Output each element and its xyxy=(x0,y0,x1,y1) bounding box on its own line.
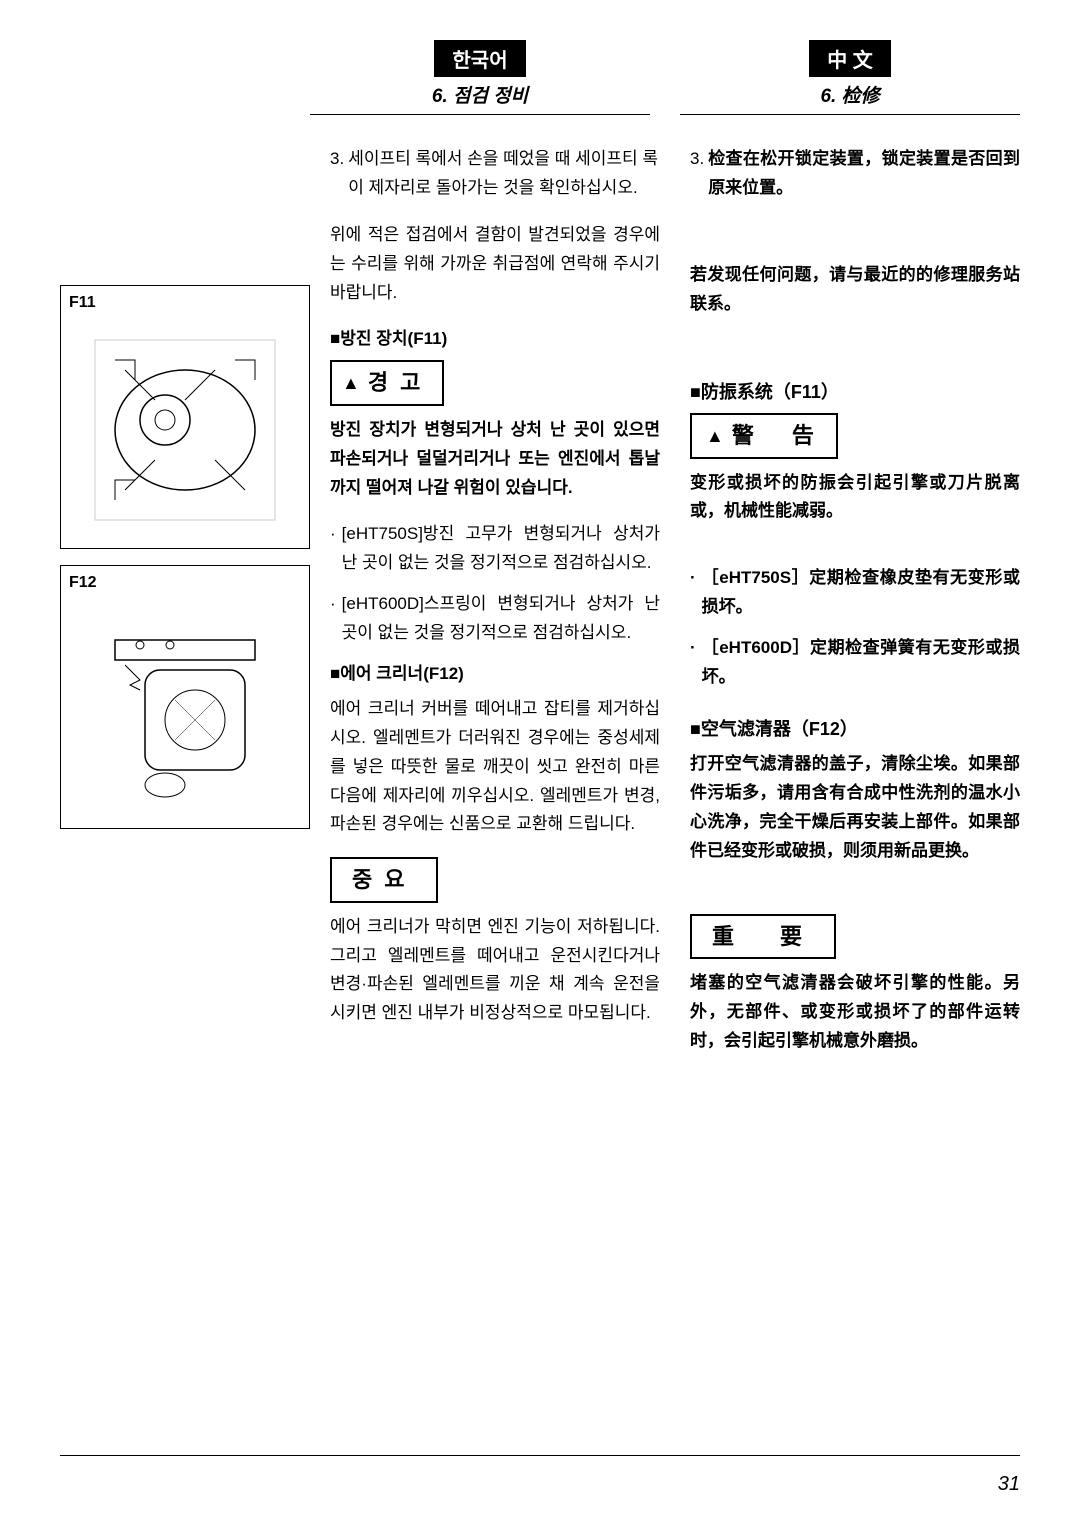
section-title-chinese: 6. 检修 xyxy=(680,81,1020,108)
ko-bullet-2: · [eHT600D]스프링이 변형되거나 상처가 난 곳이 없는 것을 정기적… xyxy=(330,590,660,648)
cn-safety-lock-para: 3. 检查在松开锁定装置，锁定装置是否回到原来位置。 xyxy=(690,145,1020,203)
ko-warning-para: 방진 장치가 변형되거나 상처 난 곳이 있으면 파손되거나 덜덜거리거나 또는… xyxy=(330,416,660,503)
figure-f11-label: F11 xyxy=(69,294,301,312)
text-columns: 3. 세이프티 록에서 손을 떼었을 때 세이프티 록이 제자리로 돌아가는 것… xyxy=(330,145,1020,1074)
warning-triangle-icon: ▲ xyxy=(706,421,724,452)
cn-bullet-1: · ［eHT750S］定期检查橡皮垫有无变形或损坏。 xyxy=(690,564,1020,622)
ko-important-para: 에어 크리너가 막히면 엔진 기능이 저하됩니다. 그리고 엘레멘트를 떼어내고… xyxy=(330,913,660,1029)
ko-antivib-heading: ■방진 장치(F11) xyxy=(330,325,660,354)
ko-contact-para: 위에 적은 접검에서 결함이 발견되었을 경우에는 수리를 위해 가까운 취급점… xyxy=(330,221,660,308)
ko-bullet-1: · [eHT750S]방진 고무가 변형되거나 상처가 난 곳이 없는 것을 정… xyxy=(330,520,660,578)
warning-triangle-icon: ▲ xyxy=(342,368,360,399)
main-content: F11 F12 xyxy=(60,145,1020,1074)
chinese-column: 3. 检查在松开锁定装置，锁定装置是否回到原来位置。 若发现任何问题，请与最近的… xyxy=(690,145,1020,1074)
cn-warning-label: 警 告 xyxy=(732,417,822,454)
cn-bullet2-text: ［eHT600D］定期检查弹簧有无变形或损坏。 xyxy=(702,634,1020,692)
ko-safety-lock-para: 3. 세이프티 록에서 손을 떼었을 때 세이프티 록이 제자리로 돌아가는 것… xyxy=(330,145,660,203)
cn-important-label: 重 要 xyxy=(712,924,814,949)
lang-label-chinese: 中 文 xyxy=(809,40,891,77)
figure-f12-image xyxy=(69,600,301,820)
figure-f12-label: F12 xyxy=(69,574,301,592)
ko-important-label: 중요 xyxy=(352,867,416,892)
cn-aircleaner-heading: ■空气滤清器（F12） xyxy=(690,714,1020,745)
ko-bullet2-text: [eHT600D]스프링이 변형되거나 상처가 난 곳이 없는 것을 정기적으로… xyxy=(342,590,660,648)
cn-bullet-2: · ［eHT600D］定期检查弹簧有无变形或损坏。 xyxy=(690,634,1020,692)
ko-bullet1-text: [eHT750S]방진 고무가 변형되거나 상처가 난 곳이 없는 것을 정기적… xyxy=(342,520,660,578)
bullet-marker: · xyxy=(690,634,696,692)
ko-aircleaner-heading: ■에어 크리너(F12) xyxy=(330,660,660,689)
figure-f11-image xyxy=(69,320,301,540)
section-title-korean: 6. 점검 정비 xyxy=(310,81,650,108)
cn-aircleaner-para: 打开空气滤清器的盖子，清除尘埃。如果部件污垢多，请用含有合成中性洗剂的温水小心洗… xyxy=(690,750,1020,866)
lang-label-korean: 한국어 xyxy=(434,40,525,77)
cn-contact-para: 若发现任何问题，请与最近的的修理服务站联系。 xyxy=(690,261,1020,319)
cn-warning-box: ▲ 警 告 xyxy=(690,413,838,458)
header-chinese: 中 文 6. 检修 xyxy=(680,40,1020,115)
korean-column: 3. 세이프티 록에서 손을 떼었을 때 세이프티 록이 제자리로 돌아가는 것… xyxy=(330,145,660,1074)
cn-num-3: 3. xyxy=(690,145,704,203)
cn-warning-para: 变形或损坏的防振会引起引擎或刀片脱离或，机械性能减弱。 xyxy=(690,469,1020,527)
figure-f12: F12 xyxy=(60,565,310,829)
cn-antivib-heading: ■防振系统（F11） xyxy=(690,377,1020,408)
ko-para1-text: 세이프티 록에서 손을 떼었을 때 세이프티 록이 제자리로 돌아가는 것을 확… xyxy=(348,145,660,203)
cn-important-para: 堵塞的空气滤清器会破坏引擎的性能。另外，无部件、或变形或损坏了的部件运转时，会引… xyxy=(690,969,1020,1056)
cn-important-box: 重 要 xyxy=(690,914,836,959)
figures-column: F11 F12 xyxy=(60,145,310,1074)
ko-warning-label: 경고 xyxy=(368,364,432,401)
bullet-marker: · xyxy=(330,520,336,578)
cn-para1-text: 检查在松开锁定装置，锁定装置是否回到原来位置。 xyxy=(708,145,1020,203)
ko-aircleaner-para: 에어 크리너 커버를 떼어내고 잡티를 제거하십시오. 엘레멘트가 더러워진 경… xyxy=(330,695,660,839)
bullet-marker: · xyxy=(690,564,696,622)
figure-f11: F11 xyxy=(60,285,310,549)
page-header: 한국어 6. 점검 정비 中 文 6. 检修 xyxy=(60,40,1020,115)
page-number: 31 xyxy=(998,1473,1020,1496)
cn-bullet1-text: ［eHT750S］定期检查橡皮垫有无变形或损坏。 xyxy=(702,564,1020,622)
bottom-divider xyxy=(60,1455,1020,1456)
header-korean: 한국어 6. 점검 정비 xyxy=(310,40,650,115)
ko-important-box: 중요 xyxy=(330,857,438,902)
ko-num-3: 3. xyxy=(330,145,344,203)
bullet-marker: · xyxy=(330,590,336,648)
ko-warning-box: ▲ 경고 xyxy=(330,360,444,405)
